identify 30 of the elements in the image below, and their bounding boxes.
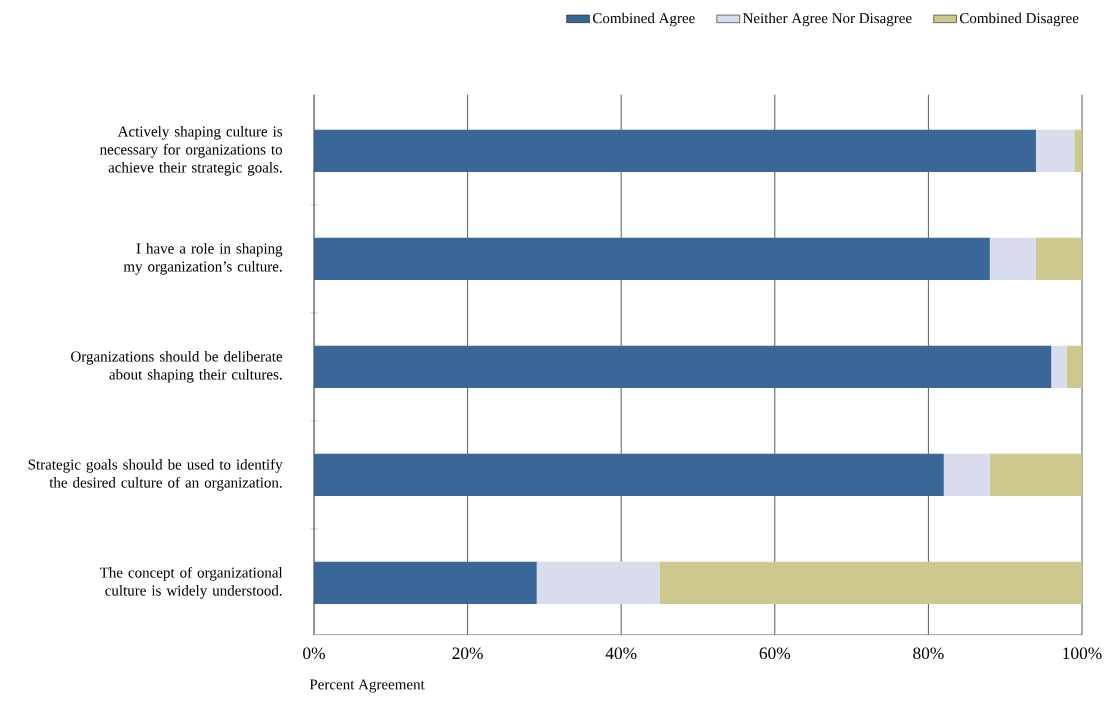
legend-label: Combined Agree xyxy=(592,12,695,27)
bar xyxy=(1035,237,1083,280)
bar xyxy=(314,345,1052,388)
x-tick-label: 0% xyxy=(303,647,325,660)
bar xyxy=(1035,129,1075,172)
x-tick-label: 80% xyxy=(913,647,944,660)
bar xyxy=(989,453,1083,496)
bar xyxy=(314,453,944,496)
y-tick-label: Strategic goals should be used to identify the desired culture of an organization. xyxy=(28,458,283,491)
bar xyxy=(314,561,537,604)
x-tick-label: 40% xyxy=(605,647,637,660)
bar xyxy=(943,453,990,496)
y-tick-label: I have a role in shaping my organization’s culture. xyxy=(123,243,283,275)
y-tick-label: Actively shaping culture is necessary for organizations to achieve their strategic goals. xyxy=(99,126,283,176)
y-tick-label: The concept of organizational culture is widely understood. xyxy=(99,566,283,599)
bar xyxy=(536,561,660,604)
bar xyxy=(659,561,1083,604)
x-tick-label: 60% xyxy=(759,647,791,660)
bar xyxy=(1051,345,1067,388)
y-tick-label: Organizations should be deliberate about shaping their cultures. xyxy=(71,351,283,383)
legend-label: Combined Disagree xyxy=(959,12,1079,27)
bar xyxy=(1066,345,1083,388)
bar xyxy=(1074,129,1083,172)
x-tick-label: 100% xyxy=(1063,647,1102,660)
x-tick-label: 20% xyxy=(452,647,483,660)
bar xyxy=(989,237,1036,280)
bar xyxy=(314,129,1036,172)
legend-label: Neither Agree Nor Disagree xyxy=(743,12,912,27)
bar xyxy=(314,237,990,280)
x-axis-title: Percent Agreement xyxy=(309,679,425,693)
